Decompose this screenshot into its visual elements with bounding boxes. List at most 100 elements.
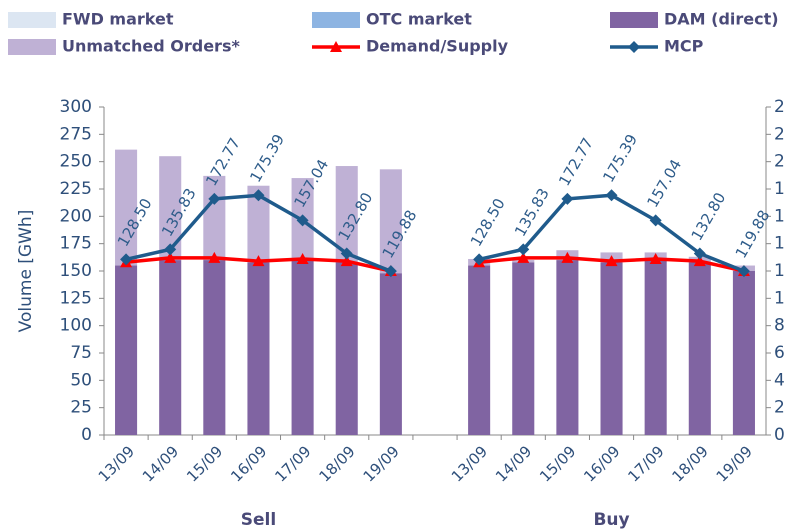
y2-tick-label: 1 [774,261,785,281]
x-tick-label: 18/09 [669,442,712,485]
value-label: 132.80 [688,189,730,243]
y-tick-label: 100 [60,316,92,336]
y2-tick-label: 2 [774,398,785,418]
bar [291,260,314,435]
y-tick-label: 275 [60,124,92,144]
marker [296,252,309,264]
legend-label: Demand/Supply [366,37,509,56]
y2-tick-label: 2 [774,124,785,144]
legend-swatch [312,12,360,28]
value-label: 135.83 [511,185,553,239]
x-tick-label: 13/09 [95,442,138,485]
legend-label: MCP [664,37,704,56]
y-tick-label: 125 [60,288,92,308]
x-tick-label: 16/09 [227,442,270,485]
value-label: 119.88 [732,207,774,261]
marker [164,251,177,263]
y-tick-label: 0 [81,425,92,445]
x-tick-label: 17/09 [624,442,667,485]
y2-tick-label: 1 [774,234,785,254]
group-label: Buy [593,510,629,530]
marker [649,252,662,264]
value-label: 157.04 [643,156,685,210]
marker [120,253,133,266]
y2-tick-label: 6 [774,343,785,363]
marker [605,255,618,267]
group-label: Sell [241,510,276,530]
y-tick-label: 200 [60,206,92,226]
marker [517,251,530,263]
legend-marker [330,41,342,52]
marker [693,247,706,260]
legend-label: OTC market [366,10,472,29]
y2-tick-label: 1 [774,288,785,308]
bar [335,166,358,263]
y2-tick-label: 4 [774,370,785,390]
y2-tick-label: 1 [774,206,785,226]
y2-tick-label: 0 [774,425,785,445]
legend-swatch [8,12,56,28]
x-tick-label: 14/09 [139,442,182,485]
bar [203,260,226,435]
legend-label: Unmatched Orders* [62,37,240,56]
y2-tick-label: 8 [774,316,785,336]
bar [247,185,270,263]
marker [473,253,486,266]
bar [600,262,623,435]
bar [556,260,579,435]
marker [340,255,353,267]
marker [208,192,221,205]
value-label: 172.77 [555,135,597,189]
marker [737,265,750,278]
x-tick-label: 13/09 [448,442,491,485]
bar [732,271,755,435]
y-axis-label: Volume [GWh] [16,210,36,333]
marker [164,243,177,256]
x-tick-label: 15/09 [183,442,226,485]
value-label: 175.39 [246,131,288,185]
bar [512,262,535,435]
bar [159,156,182,261]
marker [517,243,530,256]
legend-swatch [610,12,658,28]
y-tick-label: 50 [70,370,92,390]
bar [468,265,491,435]
bar [688,262,711,435]
x-tick-label: 18/09 [315,442,358,485]
bar [335,262,358,435]
value-label: 128.50 [467,195,509,249]
bar [115,265,138,435]
x-tick-label: 19/09 [713,442,756,485]
y2-tick-label: 2 [774,97,785,117]
marker [252,189,265,202]
bar [203,175,226,261]
marker [693,255,706,267]
marker [384,265,397,278]
legend-label: DAM (direct) [664,10,779,29]
y-tick-label: 75 [70,343,92,363]
y-tick-label: 175 [60,234,92,254]
marker [649,214,662,227]
marker [252,255,265,267]
bar [379,273,402,435]
marker [208,251,221,263]
legend-marker [628,41,640,53]
x-tick-label: 19/09 [360,442,403,485]
x-tick-label: 17/09 [271,442,314,485]
y-tick-label: 300 [60,97,92,117]
bar [159,260,182,435]
marker [296,214,309,227]
x-tick-label: 14/09 [492,442,535,485]
x-tick-label: 16/09 [580,442,623,485]
marker [340,247,353,260]
y-tick-label: 225 [60,179,92,199]
value-label: 175.39 [599,131,641,185]
legend-label: FWD market [62,10,174,29]
marker [561,192,574,205]
y2-tick-label: 2 [774,152,785,172]
y-tick-label: 250 [60,152,92,172]
bar [379,169,402,274]
legend-swatch [8,39,56,55]
y2-tick-label: 1 [774,179,785,199]
